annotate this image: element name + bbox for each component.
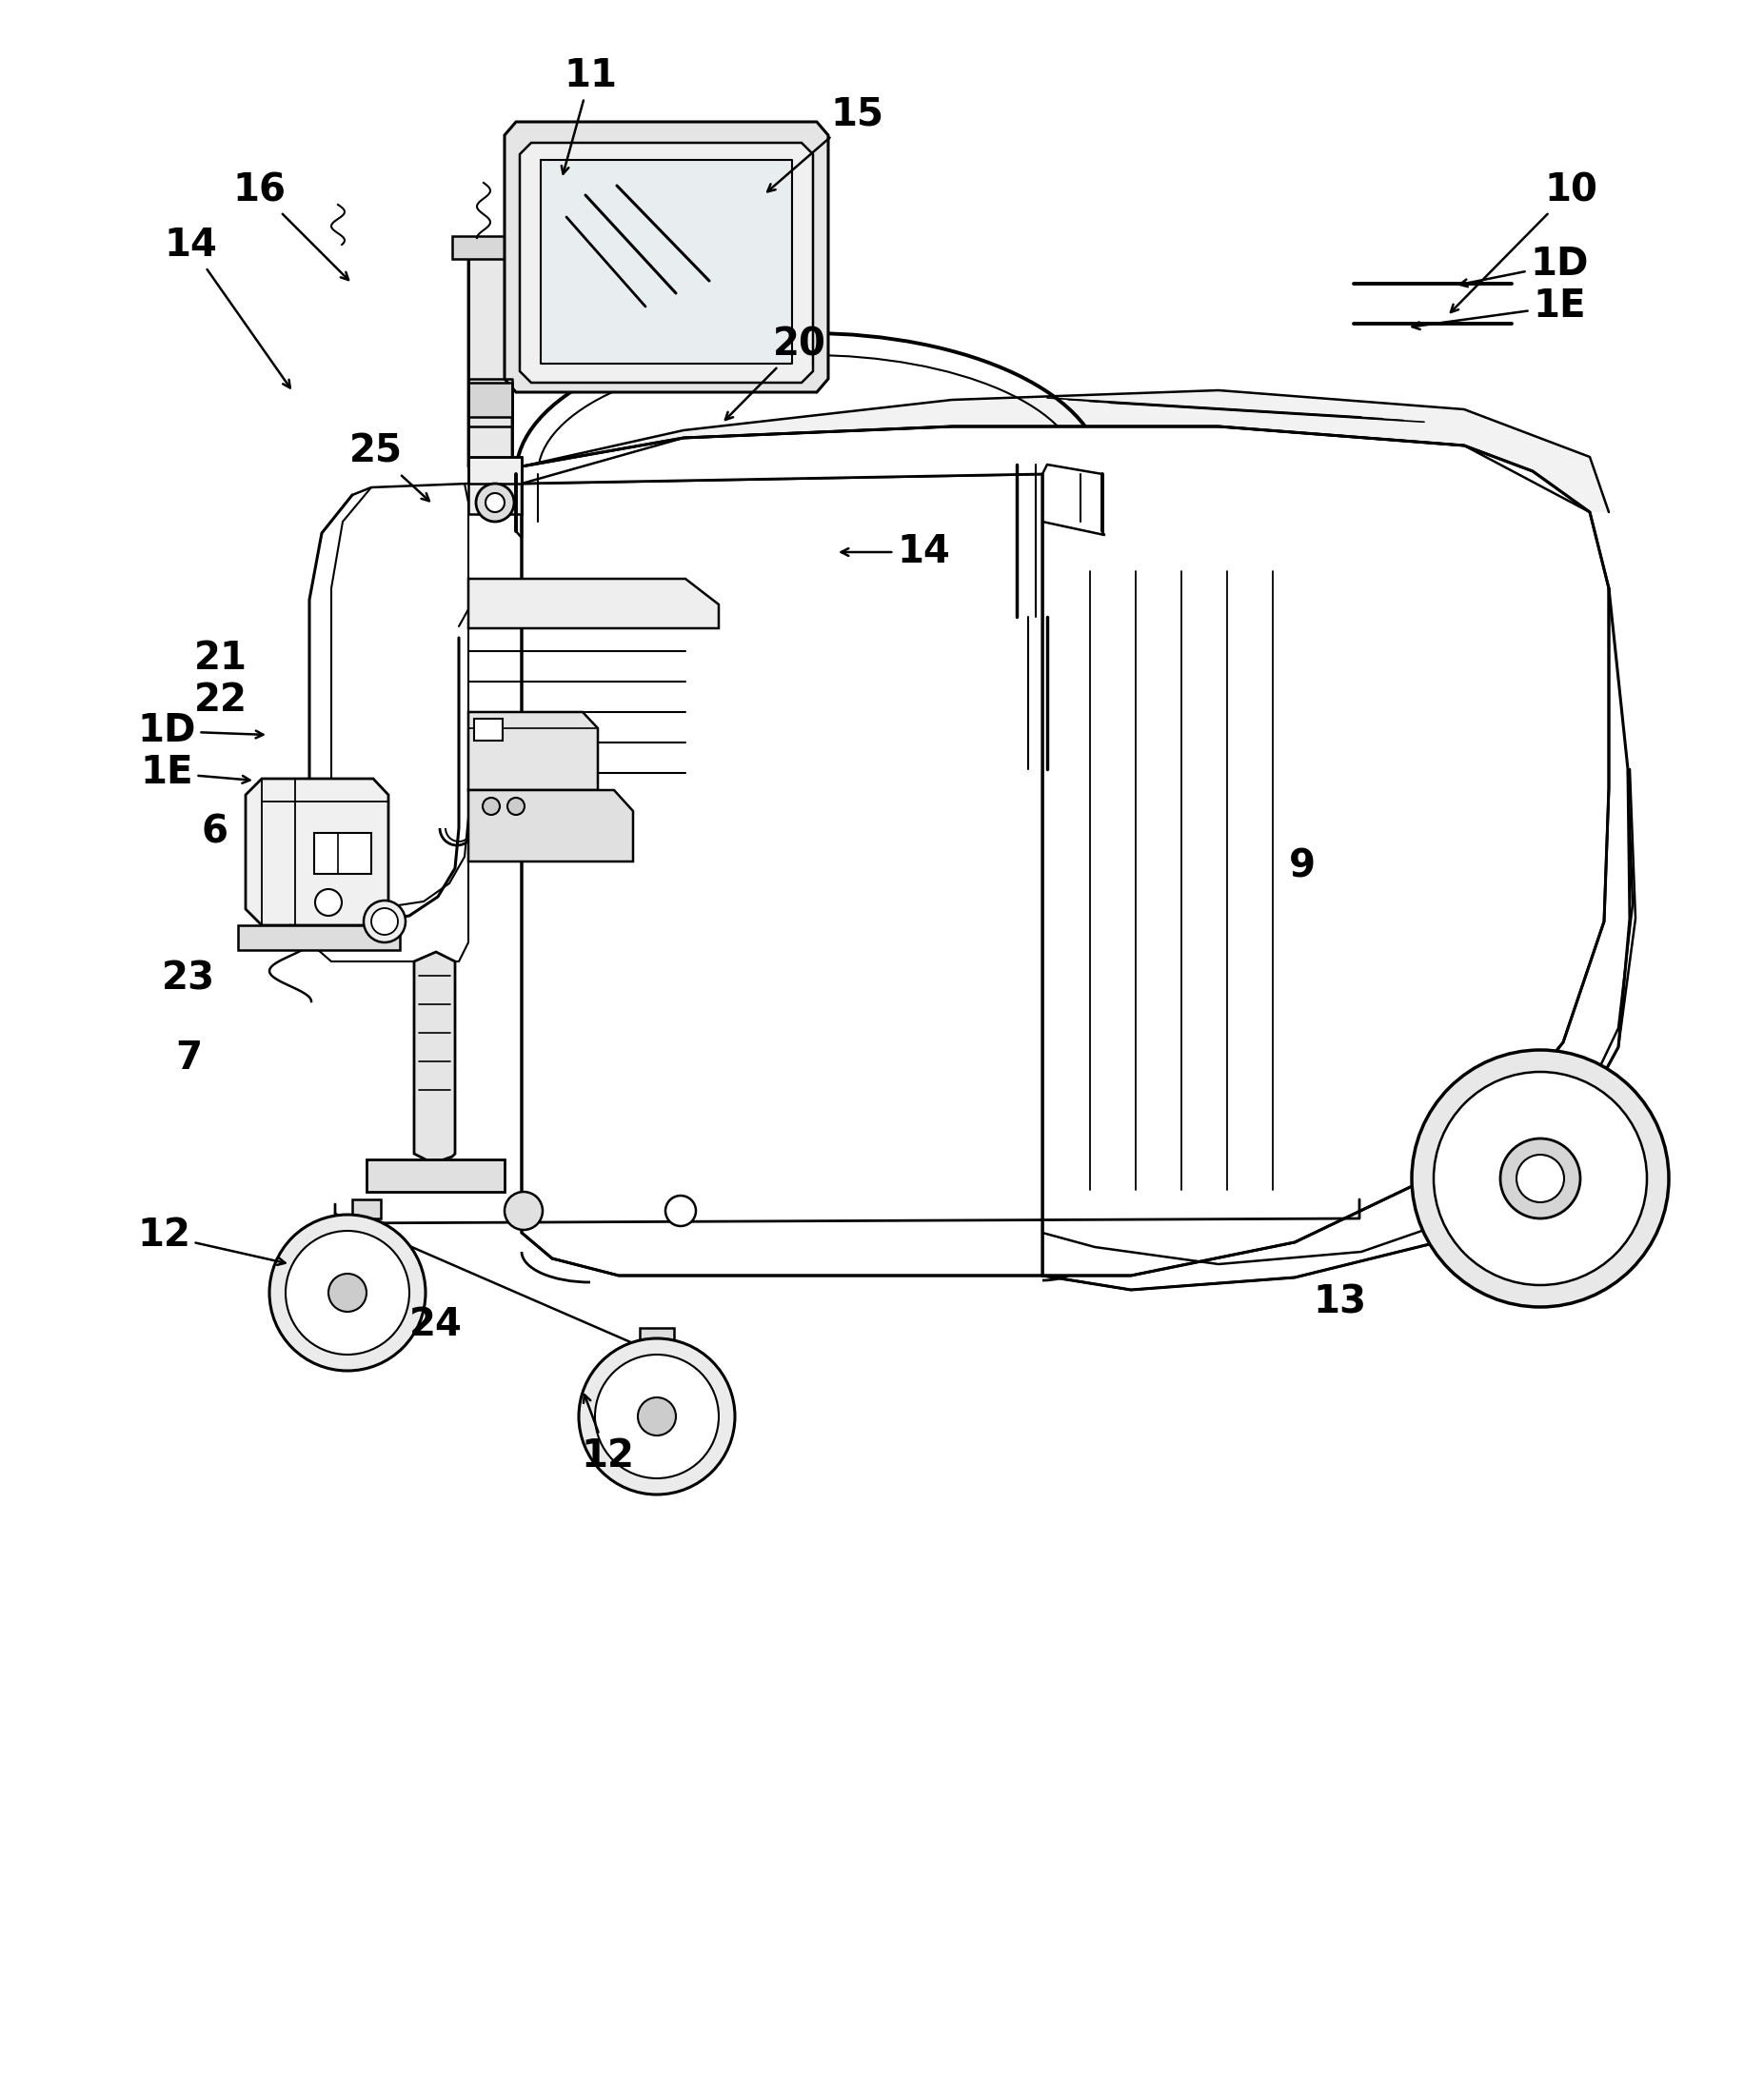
Text: 23: 23 [162, 960, 215, 998]
Text: 1E: 1E [139, 755, 250, 792]
Circle shape [476, 484, 513, 522]
Polygon shape [520, 143, 813, 383]
Circle shape [316, 890, 342, 915]
Text: 1E: 1E [1413, 287, 1586, 328]
Circle shape [270, 1214, 425, 1370]
Text: 20: 20 [725, 326, 826, 420]
Text: 24: 24 [409, 1306, 462, 1345]
Polygon shape [353, 1200, 381, 1218]
Polygon shape [522, 474, 1043, 1277]
Circle shape [485, 493, 505, 511]
Polygon shape [522, 426, 1609, 1277]
Circle shape [639, 1397, 676, 1435]
Polygon shape [367, 1160, 505, 1191]
Polygon shape [469, 711, 598, 790]
Text: 21: 21 [194, 640, 247, 678]
Text: 16: 16 [233, 170, 349, 281]
Polygon shape [469, 457, 522, 514]
Circle shape [328, 1274, 367, 1312]
Circle shape [363, 900, 406, 942]
Circle shape [508, 798, 524, 815]
Polygon shape [245, 780, 388, 925]
Polygon shape [415, 952, 455, 1164]
Polygon shape [542, 160, 792, 364]
Text: 22: 22 [194, 682, 247, 719]
Circle shape [1517, 1154, 1565, 1202]
Circle shape [1434, 1073, 1648, 1285]
Text: 7: 7 [175, 1040, 201, 1077]
Text: 13: 13 [1314, 1283, 1367, 1322]
Text: 1D: 1D [1461, 245, 1589, 287]
Text: 1D: 1D [138, 711, 263, 751]
Polygon shape [475, 719, 503, 740]
Text: 14: 14 [164, 227, 289, 389]
Polygon shape [238, 925, 400, 950]
Circle shape [286, 1231, 409, 1356]
Circle shape [370, 909, 399, 936]
Polygon shape [505, 123, 829, 393]
Circle shape [594, 1356, 718, 1478]
Circle shape [665, 1195, 695, 1227]
Circle shape [505, 1191, 543, 1231]
Text: 11: 11 [561, 56, 617, 175]
Polygon shape [469, 383, 512, 418]
Polygon shape [314, 834, 370, 873]
Circle shape [483, 798, 499, 815]
Circle shape [1411, 1050, 1669, 1308]
Polygon shape [469, 237, 512, 474]
Polygon shape [452, 237, 529, 260]
Polygon shape [640, 1328, 674, 1345]
Polygon shape [469, 578, 718, 628]
Circle shape [579, 1339, 736, 1495]
Text: 12: 12 [138, 1216, 286, 1264]
Text: 25: 25 [349, 432, 429, 501]
Text: 9: 9 [1289, 848, 1316, 886]
Text: 10: 10 [1450, 170, 1598, 312]
Text: 12: 12 [580, 1395, 633, 1476]
Polygon shape [469, 790, 633, 861]
Polygon shape [522, 391, 1609, 511]
Text: 14: 14 [841, 532, 951, 572]
Text: 6: 6 [201, 813, 228, 852]
Circle shape [1501, 1139, 1581, 1218]
Text: 15: 15 [767, 96, 884, 191]
